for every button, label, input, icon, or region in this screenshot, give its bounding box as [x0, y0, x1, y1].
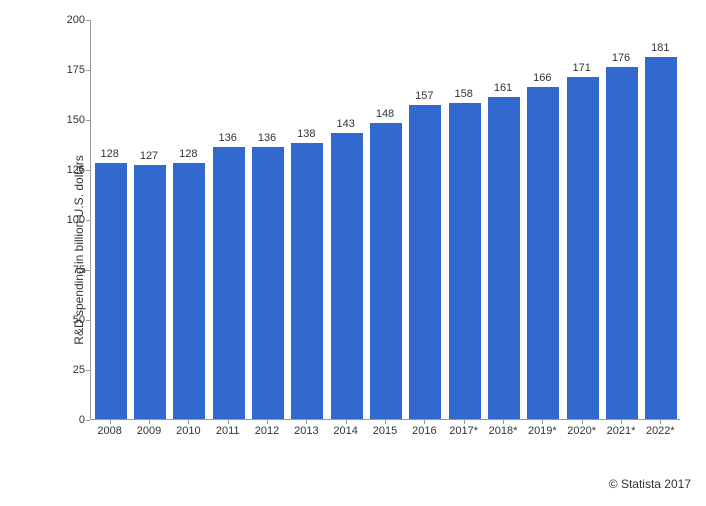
bar-value-label: 161 — [494, 82, 512, 94]
y-tick-label: 0 — [79, 414, 85, 426]
x-tick-label: 2011 — [216, 425, 240, 437]
y-tick-label: 150 — [67, 114, 85, 126]
x-tick-label: 2014 — [333, 425, 357, 437]
x-tick-label: 2021* — [607, 425, 636, 437]
x-tick-mark — [542, 420, 543, 424]
y-tick-mark — [86, 370, 90, 371]
bar-value-label: 158 — [454, 88, 472, 100]
x-tick-mark — [306, 420, 307, 424]
x-tick-label: 2020* — [567, 425, 596, 437]
y-tick-mark — [86, 420, 90, 421]
y-tick-mark — [86, 320, 90, 321]
bar — [213, 147, 245, 419]
bar — [331, 133, 363, 419]
x-tick-label: 2018* — [489, 425, 518, 437]
bar — [134, 165, 166, 419]
x-tick-mark — [503, 420, 504, 424]
bar — [606, 67, 638, 419]
x-tick-mark — [346, 420, 347, 424]
x-tick-label: 2012 — [255, 425, 279, 437]
y-tick-label: 125 — [67, 164, 85, 176]
bar-value-label: 127 — [140, 150, 158, 162]
x-tick-mark — [188, 420, 189, 424]
x-tick-label: 2008 — [97, 425, 121, 437]
attribution-text: © Statista 2017 — [609, 477, 691, 491]
x-tick-mark — [149, 420, 150, 424]
bar-value-label: 128 — [179, 148, 197, 160]
x-tick-label: 2022* — [646, 425, 675, 437]
bar — [370, 123, 402, 419]
chart-container: R&D spending in billion U.S. dollars 025… — [60, 20, 680, 440]
y-tick-mark — [86, 170, 90, 171]
bar-value-label: 148 — [376, 108, 394, 120]
y-tick-label: 50 — [73, 314, 85, 326]
x-tick-mark — [267, 420, 268, 424]
y-tick-mark — [86, 20, 90, 21]
bar-value-label: 157 — [415, 90, 433, 102]
x-tick-mark — [424, 420, 425, 424]
bar-value-label: 176 — [612, 52, 630, 64]
bar-value-label: 181 — [651, 42, 669, 54]
x-tick-label: 2016 — [412, 425, 436, 437]
bar-value-label: 136 — [258, 132, 276, 144]
x-tick-label: 2017* — [449, 425, 478, 437]
x-tick-mark — [464, 420, 465, 424]
bar-value-label: 138 — [297, 128, 315, 140]
bar — [409, 105, 441, 419]
bar — [567, 77, 599, 419]
x-tick-mark — [385, 420, 386, 424]
x-tick-label: 2013 — [294, 425, 318, 437]
y-tick-label: 200 — [67, 14, 85, 26]
y-tick-mark — [86, 120, 90, 121]
bar — [95, 163, 127, 419]
y-tick-mark — [86, 220, 90, 221]
bar-value-label: 136 — [218, 132, 236, 144]
bar — [488, 97, 520, 419]
x-tick-label: 2009 — [137, 425, 161, 437]
x-tick-mark — [110, 420, 111, 424]
plot-area — [90, 20, 680, 420]
y-tick-mark — [86, 270, 90, 271]
x-tick-label: 2010 — [176, 425, 200, 437]
bar — [291, 143, 323, 419]
bar — [645, 57, 677, 419]
bar-value-label: 166 — [533, 72, 551, 84]
bar — [252, 147, 284, 419]
x-tick-label: 2019* — [528, 425, 557, 437]
x-tick-mark — [582, 420, 583, 424]
bar-value-label: 128 — [100, 148, 118, 160]
bar — [449, 103, 481, 419]
bar — [173, 163, 205, 419]
bar-value-label: 143 — [336, 118, 354, 130]
y-tick-mark — [86, 70, 90, 71]
x-tick-label: 2015 — [373, 425, 397, 437]
bar-value-label: 171 — [572, 62, 590, 74]
x-tick-mark — [228, 420, 229, 424]
x-tick-mark — [621, 420, 622, 424]
bar — [527, 87, 559, 419]
x-tick-mark — [660, 420, 661, 424]
y-tick-label: 100 — [67, 214, 85, 226]
y-tick-label: 25 — [73, 364, 85, 376]
y-tick-label: 175 — [67, 64, 85, 76]
y-tick-label: 75 — [73, 264, 85, 276]
